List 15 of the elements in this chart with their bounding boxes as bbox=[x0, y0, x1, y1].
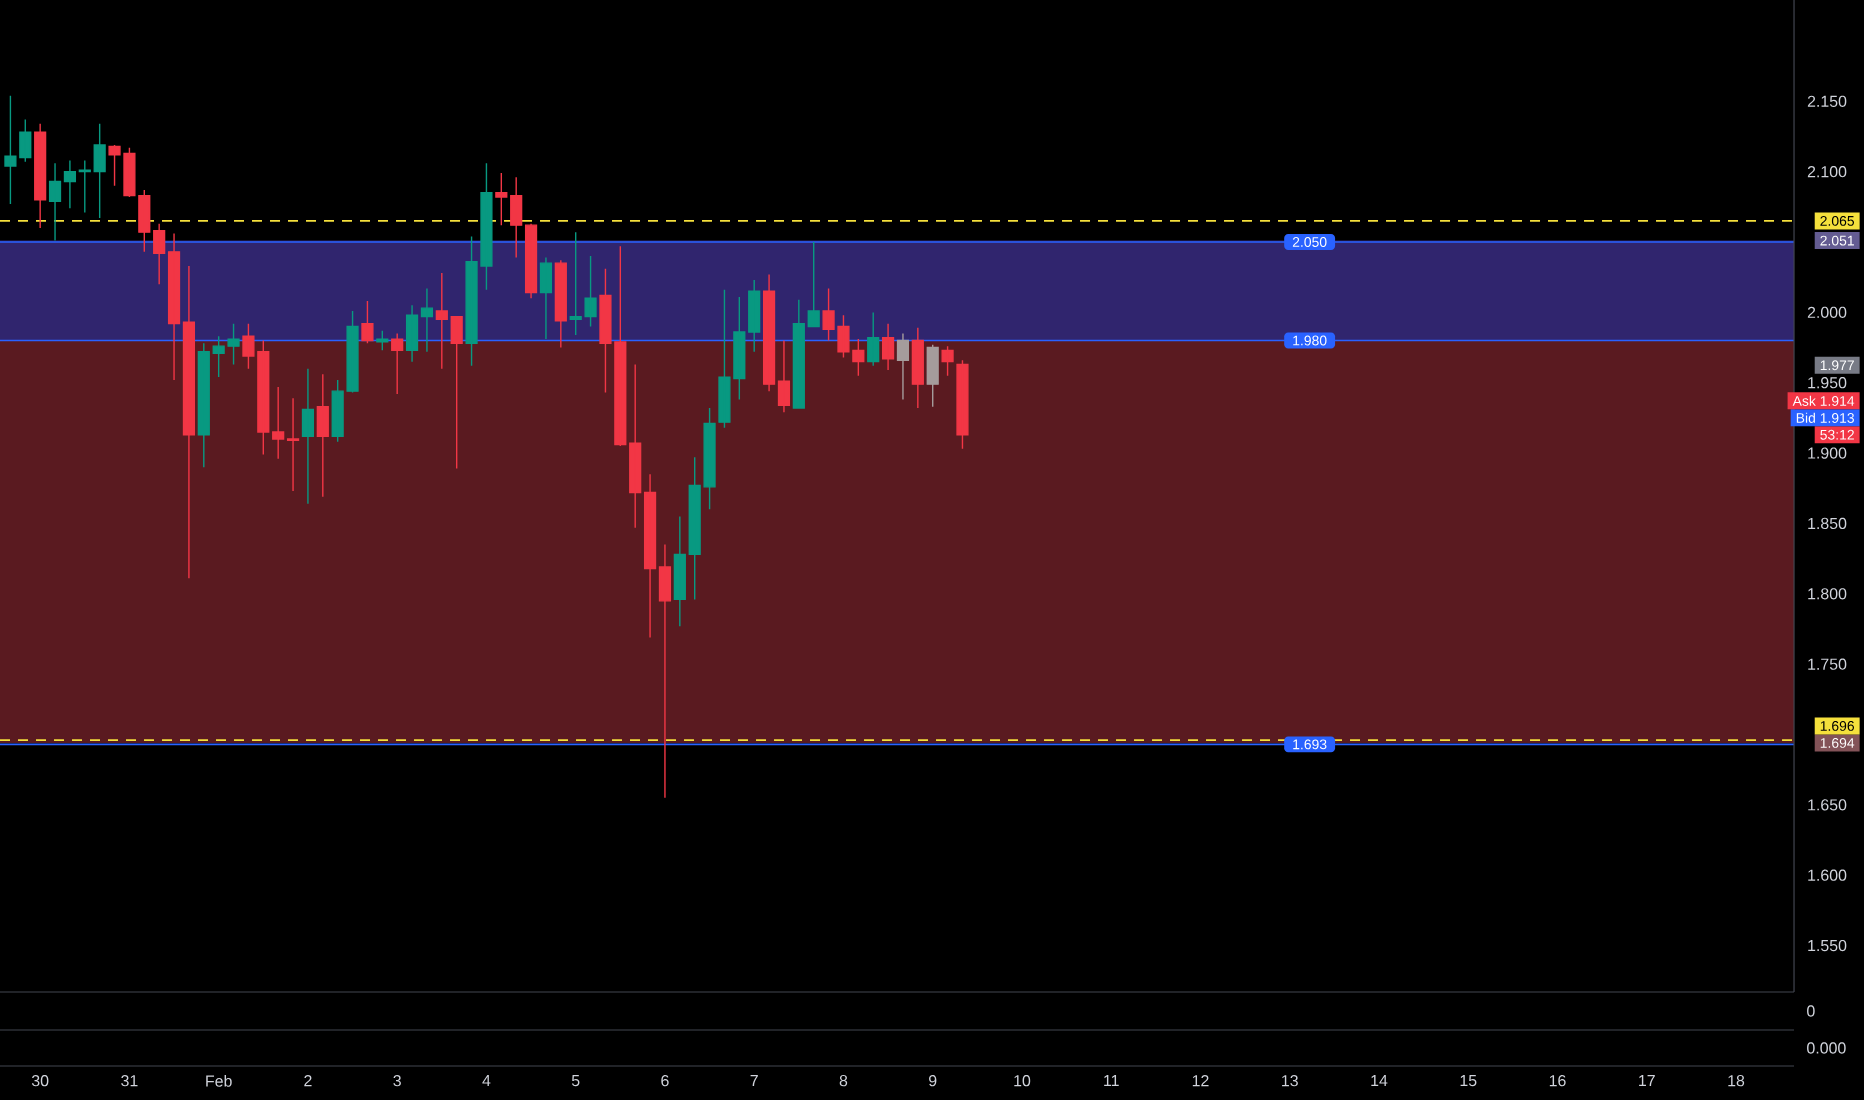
candlestick bbox=[391, 332, 404, 395]
candlestick bbox=[941, 345, 954, 377]
candlestick bbox=[34, 123, 47, 229]
candlestick bbox=[881, 322, 895, 371]
candlestick bbox=[896, 332, 910, 401]
candlestick bbox=[867, 311, 880, 367]
candlestick bbox=[911, 327, 924, 409]
candlestick bbox=[539, 256, 553, 340]
candlestick bbox=[956, 359, 969, 450]
candlestick bbox=[301, 367, 315, 505]
candlestick bbox=[316, 373, 329, 498]
candlestick bbox=[376, 329, 389, 352]
candlestick bbox=[361, 300, 374, 345]
candlestick bbox=[926, 344, 939, 408]
candlestick bbox=[554, 259, 567, 349]
